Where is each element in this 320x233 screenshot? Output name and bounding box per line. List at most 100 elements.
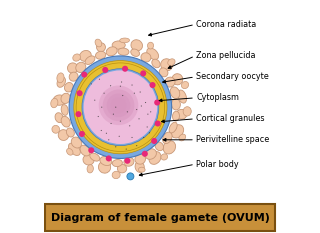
- Circle shape: [94, 99, 95, 101]
- Ellipse shape: [112, 171, 120, 179]
- Ellipse shape: [58, 130, 69, 140]
- Text: Corona radiata: Corona radiata: [196, 20, 256, 29]
- Ellipse shape: [61, 105, 68, 115]
- Ellipse shape: [87, 165, 93, 173]
- Ellipse shape: [145, 149, 156, 159]
- Ellipse shape: [51, 98, 58, 108]
- Circle shape: [79, 131, 85, 137]
- Ellipse shape: [61, 116, 70, 127]
- Ellipse shape: [117, 164, 127, 173]
- Circle shape: [119, 136, 120, 137]
- Circle shape: [103, 93, 105, 94]
- FancyBboxPatch shape: [45, 204, 275, 231]
- Circle shape: [129, 125, 130, 126]
- Circle shape: [113, 113, 114, 115]
- Ellipse shape: [149, 151, 161, 164]
- Circle shape: [111, 97, 126, 113]
- Circle shape: [122, 66, 128, 72]
- Ellipse shape: [176, 110, 187, 119]
- Circle shape: [143, 137, 144, 138]
- Ellipse shape: [95, 39, 102, 47]
- Circle shape: [151, 138, 157, 144]
- Circle shape: [102, 67, 108, 73]
- Ellipse shape: [172, 111, 180, 121]
- Ellipse shape: [135, 154, 146, 164]
- Ellipse shape: [99, 161, 111, 173]
- Ellipse shape: [141, 53, 151, 62]
- Ellipse shape: [69, 72, 78, 81]
- Circle shape: [101, 130, 102, 131]
- Circle shape: [110, 123, 112, 124]
- Ellipse shape: [68, 63, 78, 73]
- Ellipse shape: [100, 157, 112, 165]
- Circle shape: [149, 132, 150, 133]
- Ellipse shape: [61, 93, 70, 103]
- Ellipse shape: [178, 90, 187, 103]
- Ellipse shape: [55, 113, 63, 123]
- Ellipse shape: [112, 160, 122, 167]
- Ellipse shape: [179, 134, 186, 141]
- Circle shape: [124, 158, 131, 164]
- Ellipse shape: [95, 51, 106, 59]
- Circle shape: [69, 56, 172, 158]
- Ellipse shape: [112, 41, 125, 49]
- Circle shape: [155, 120, 161, 127]
- Text: Cytoplasm: Cytoplasm: [196, 93, 239, 102]
- Circle shape: [136, 145, 137, 146]
- Ellipse shape: [172, 99, 180, 110]
- Ellipse shape: [67, 128, 74, 137]
- Ellipse shape: [181, 82, 188, 89]
- Circle shape: [103, 89, 134, 121]
- Circle shape: [149, 82, 156, 88]
- Ellipse shape: [163, 132, 172, 144]
- Text: Polar body: Polar body: [196, 160, 239, 169]
- Circle shape: [76, 90, 83, 96]
- Circle shape: [136, 109, 137, 110]
- Circle shape: [147, 126, 148, 128]
- Ellipse shape: [170, 87, 180, 99]
- Circle shape: [140, 70, 146, 76]
- Circle shape: [74, 61, 167, 154]
- Ellipse shape: [183, 107, 191, 116]
- Ellipse shape: [165, 77, 175, 87]
- Ellipse shape: [71, 137, 82, 148]
- Ellipse shape: [85, 56, 95, 65]
- Ellipse shape: [147, 48, 159, 60]
- Ellipse shape: [135, 161, 144, 172]
- Circle shape: [140, 91, 141, 93]
- Circle shape: [122, 95, 123, 96]
- Circle shape: [98, 116, 99, 117]
- Ellipse shape: [148, 42, 154, 49]
- Circle shape: [120, 86, 121, 87]
- Ellipse shape: [131, 40, 142, 51]
- Ellipse shape: [152, 59, 160, 68]
- Circle shape: [115, 107, 116, 108]
- Circle shape: [127, 173, 134, 180]
- Ellipse shape: [57, 77, 66, 87]
- Ellipse shape: [83, 154, 94, 165]
- Circle shape: [139, 118, 140, 119]
- Ellipse shape: [67, 148, 73, 155]
- Circle shape: [99, 79, 100, 80]
- Text: Cortical granules: Cortical granules: [196, 114, 265, 123]
- Circle shape: [150, 111, 151, 112]
- Circle shape: [82, 69, 159, 146]
- Ellipse shape: [52, 125, 60, 133]
- Circle shape: [126, 149, 127, 150]
- Circle shape: [106, 155, 112, 161]
- Circle shape: [110, 85, 111, 86]
- Circle shape: [154, 99, 160, 106]
- Ellipse shape: [172, 74, 183, 85]
- Ellipse shape: [155, 142, 164, 151]
- Circle shape: [76, 111, 82, 117]
- Ellipse shape: [159, 68, 168, 77]
- Ellipse shape: [163, 141, 176, 154]
- Ellipse shape: [131, 49, 140, 56]
- Circle shape: [84, 70, 157, 144]
- Ellipse shape: [169, 122, 177, 133]
- Circle shape: [134, 93, 135, 94]
- Circle shape: [81, 72, 87, 78]
- Circle shape: [107, 93, 131, 117]
- Circle shape: [106, 133, 107, 134]
- Ellipse shape: [106, 47, 117, 56]
